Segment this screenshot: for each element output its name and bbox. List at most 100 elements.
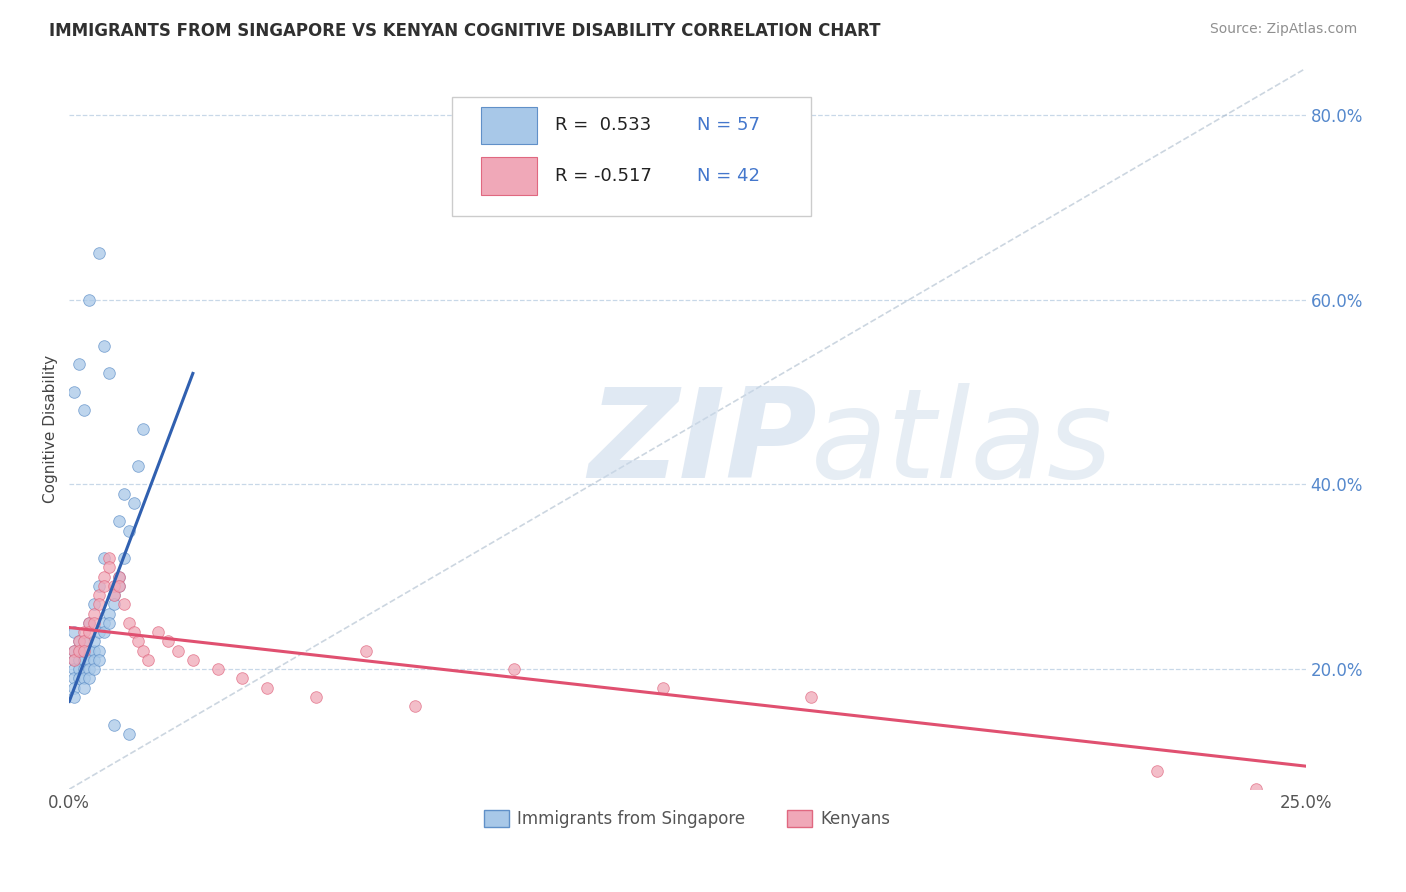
Point bbox=[63, 643, 86, 657]
Point bbox=[63, 671, 86, 685]
Point bbox=[404, 699, 426, 714]
Point bbox=[231, 671, 253, 685]
Point bbox=[67, 643, 90, 657]
Point bbox=[63, 384, 86, 399]
Point bbox=[67, 634, 90, 648]
Point bbox=[63, 681, 86, 695]
Point bbox=[73, 625, 96, 640]
Point bbox=[77, 615, 100, 630]
Text: ZIP: ZIP bbox=[589, 383, 817, 504]
Point bbox=[77, 293, 100, 307]
Point bbox=[132, 643, 155, 657]
Text: Source: ZipAtlas.com: Source: ZipAtlas.com bbox=[1209, 22, 1357, 37]
Point bbox=[73, 671, 96, 685]
Point bbox=[1146, 764, 1168, 778]
Point bbox=[112, 551, 135, 566]
Point bbox=[148, 625, 170, 640]
Point bbox=[97, 367, 120, 381]
Point bbox=[63, 643, 86, 657]
Point bbox=[87, 588, 110, 602]
Point bbox=[73, 403, 96, 417]
Point bbox=[117, 727, 139, 741]
Point bbox=[122, 625, 145, 640]
Text: R =  0.533: R = 0.533 bbox=[555, 117, 651, 135]
Point bbox=[77, 662, 100, 676]
Point bbox=[107, 579, 129, 593]
Point bbox=[93, 551, 115, 566]
Bar bbox=[481, 107, 537, 145]
Point bbox=[167, 643, 190, 657]
Point bbox=[87, 625, 110, 640]
Point bbox=[87, 579, 110, 593]
Point bbox=[97, 560, 120, 574]
Point bbox=[181, 653, 204, 667]
Point bbox=[67, 357, 90, 371]
Point bbox=[87, 598, 110, 612]
Point bbox=[127, 458, 149, 473]
Point bbox=[103, 588, 125, 602]
Point bbox=[103, 579, 125, 593]
Text: N = 42: N = 42 bbox=[697, 167, 761, 185]
Point bbox=[122, 496, 145, 510]
Point bbox=[117, 615, 139, 630]
Point bbox=[132, 422, 155, 436]
Point bbox=[107, 514, 129, 528]
Point bbox=[138, 653, 160, 667]
Point bbox=[73, 681, 96, 695]
Point bbox=[97, 615, 120, 630]
Point bbox=[83, 653, 105, 667]
Point bbox=[87, 653, 110, 667]
Point bbox=[93, 615, 115, 630]
Point bbox=[67, 662, 90, 676]
Point bbox=[112, 598, 135, 612]
Point bbox=[73, 653, 96, 667]
Point bbox=[63, 690, 86, 704]
Y-axis label: Cognitive Disability: Cognitive Disability bbox=[44, 355, 58, 503]
Point bbox=[103, 598, 125, 612]
Point bbox=[63, 662, 86, 676]
Point bbox=[83, 607, 105, 621]
Text: R = -0.517: R = -0.517 bbox=[555, 167, 652, 185]
Point bbox=[107, 570, 129, 584]
Point bbox=[256, 681, 278, 695]
Point bbox=[73, 662, 96, 676]
Point bbox=[117, 524, 139, 538]
Point bbox=[207, 662, 229, 676]
Point bbox=[73, 643, 96, 657]
Point bbox=[87, 643, 110, 657]
Point bbox=[93, 579, 115, 593]
FancyBboxPatch shape bbox=[453, 97, 811, 216]
Point bbox=[1244, 782, 1267, 797]
Point bbox=[97, 607, 120, 621]
Point bbox=[107, 579, 129, 593]
Point bbox=[103, 717, 125, 731]
Text: N = 57: N = 57 bbox=[697, 117, 761, 135]
Point bbox=[67, 671, 90, 685]
Point bbox=[77, 625, 100, 640]
Point bbox=[107, 570, 129, 584]
Point bbox=[651, 681, 673, 695]
Point bbox=[77, 615, 100, 630]
Bar bbox=[481, 157, 537, 194]
Point bbox=[93, 625, 115, 640]
Point bbox=[93, 339, 115, 353]
Point bbox=[103, 588, 125, 602]
Point bbox=[83, 615, 105, 630]
Text: IMMIGRANTS FROM SINGAPORE VS KENYAN COGNITIVE DISABILITY CORRELATION CHART: IMMIGRANTS FROM SINGAPORE VS KENYAN COGN… bbox=[49, 22, 880, 40]
Point bbox=[67, 643, 90, 657]
Text: atlas: atlas bbox=[811, 383, 1114, 504]
Point bbox=[112, 486, 135, 500]
Point bbox=[157, 634, 180, 648]
Point bbox=[800, 690, 823, 704]
Point bbox=[354, 643, 377, 657]
Point bbox=[83, 662, 105, 676]
Legend: Immigrants from Singapore, Kenyans: Immigrants from Singapore, Kenyans bbox=[478, 804, 897, 835]
Point bbox=[77, 671, 100, 685]
Point bbox=[63, 653, 86, 667]
Point bbox=[67, 653, 90, 667]
Point bbox=[97, 551, 120, 566]
Point bbox=[63, 653, 86, 667]
Point bbox=[83, 634, 105, 648]
Point bbox=[93, 570, 115, 584]
Point bbox=[77, 643, 100, 657]
